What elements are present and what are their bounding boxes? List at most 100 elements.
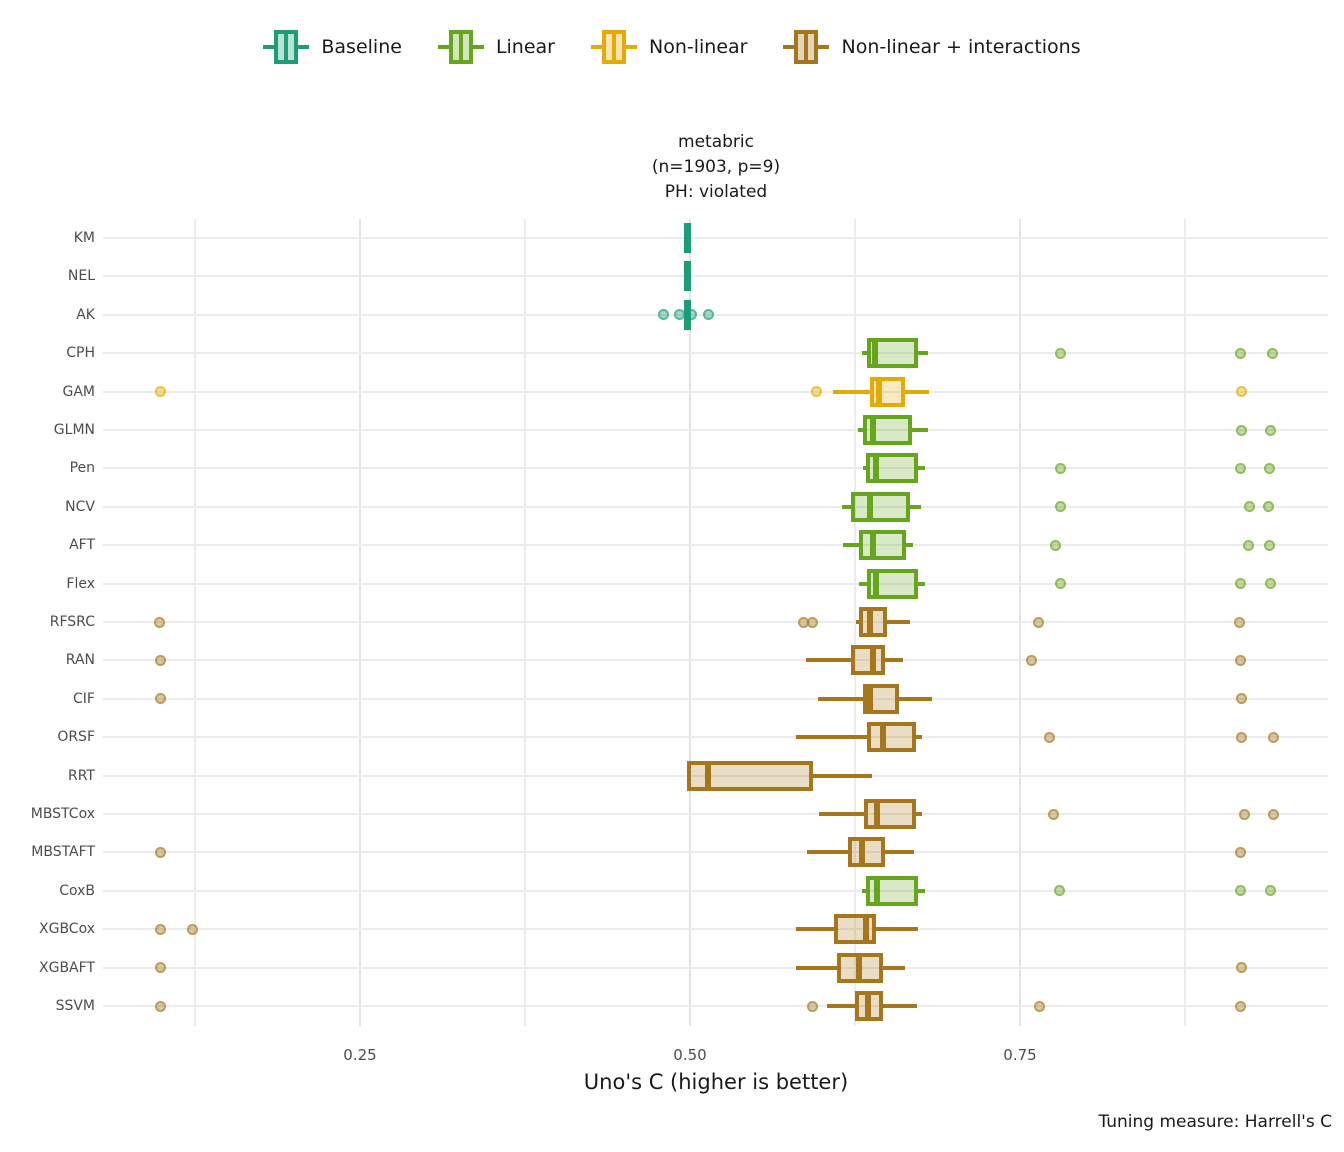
gridline-row (103, 544, 1328, 547)
outlier-point-GLMN (1265, 424, 1277, 436)
panel-title-line1: metabric (678, 132, 754, 152)
gridline-row (103, 621, 1328, 623)
legend-key-boxplot-icon (591, 30, 637, 64)
legend-key-median (458, 30, 463, 64)
gridline-row (103, 237, 1328, 239)
legend-key-whisker-right (818, 45, 830, 49)
gridline-row (103, 659, 1328, 662)
whisker-low-XGBAFT (795, 965, 837, 970)
y-axis-label-AFT: AFT (69, 537, 95, 554)
panel-title-line3: PH: violated (664, 182, 768, 202)
boxplot-median-GLMN (870, 415, 877, 445)
boxplot-median-CoxB (874, 875, 881, 906)
outlier-point-Pen (1263, 462, 1275, 474)
x-tick-0.75: 0.75 (1003, 1046, 1037, 1064)
outlier-point-Flex (1055, 578, 1067, 590)
boxplot-median-MBSTCox (874, 799, 881, 829)
whisker-high-Flex (918, 581, 925, 586)
legend-item-baseline: Baseline (263, 30, 402, 64)
legend-label: Baseline (321, 36, 402, 58)
outlier-point-CoxB (1265, 885, 1277, 897)
x-tick-0.50: 0.50 (673, 1046, 707, 1064)
outlier-point-NCV (1262, 501, 1274, 513)
whisker-high-Pen (918, 466, 925, 471)
whisker-low-XGBCox (795, 927, 834, 932)
outlier-point-Pen (1055, 462, 1067, 474)
outlier-point-MBSTCox (1238, 808, 1250, 820)
legend: Baseline Linear Non-linear Non-linear + int… (0, 30, 1344, 64)
boxplot-median-MBSTAFT (858, 837, 865, 868)
outlier-point-AK (702, 309, 714, 321)
gridline-row (103, 851, 1328, 854)
outlier-point-CPH (1055, 347, 1067, 359)
whisker-low-Pen (862, 466, 866, 471)
outlier-point-RAN (1234, 654, 1246, 666)
legend-key-whisker-left (783, 45, 795, 49)
legend-key-whisker-right (472, 45, 484, 49)
outlier-point-MBSTCox (1267, 808, 1279, 820)
y-axis-label-ORSF: ORSF (57, 729, 95, 746)
y-axis-label-NCV: NCV (65, 498, 95, 515)
x-axis-title: Uno's C (higher is better) (583, 1070, 849, 1094)
y-axis-label-CoxB: CoxB (59, 882, 95, 899)
panel-title: metabric (n=1903, p=9) PH: violated (416, 130, 1016, 205)
whisker-low-CoxB (861, 888, 866, 893)
boxplot-median-AFT (870, 530, 877, 561)
y-axis-label-RRT: RRT (68, 767, 95, 784)
outlier-point-XGBAFT (155, 962, 167, 974)
outlier-point-XGBCox (155, 923, 167, 935)
whisker-low-AFT (843, 543, 859, 548)
boxplot-box-AFT (858, 530, 907, 561)
y-axis-label-XGBCox: XGBCox (39, 921, 95, 938)
y-axis-label-Pen: Pen (69, 460, 95, 477)
baseline-median-tick-KM (683, 223, 691, 253)
whisker-low-SSVM (827, 1004, 855, 1008)
whisker-high-SSVM (882, 1004, 918, 1008)
y-axis-label-GLMN: GLMN (53, 422, 95, 438)
gridline-row (103, 467, 1328, 470)
gridline-row (103, 313, 1328, 316)
boxplot-median-ORSF (879, 722, 886, 753)
boxplot-box-MBSTAFT (848, 837, 886, 868)
gridline-row (103, 736, 1328, 739)
outlier-point-GAM (811, 386, 823, 398)
outlier-point-SSVM (1234, 1000, 1246, 1012)
boxplot-box-RFSRC (858, 607, 887, 637)
outlier-point-MBSTAFT (1234, 846, 1246, 858)
legend-key-boxplot-icon (263, 30, 310, 64)
legend-item-nonlinear_int: Non-linear + interactions (783, 30, 1081, 64)
legend-key-whisker-right (626, 45, 637, 49)
legend-key-median (612, 30, 616, 64)
whisker-high-GAM (905, 389, 929, 394)
outlier-point-ORSF (1267, 731, 1279, 743)
outlier-point-CoxB (1234, 885, 1246, 897)
whisker-high-RFSRC (886, 620, 911, 624)
boxplot-median-NCV (866, 491, 873, 522)
boxplot-median-CIF (866, 683, 873, 714)
whisker-high-NCV (910, 504, 921, 509)
legend-label: Non-linear (649, 36, 748, 58)
outlier-point-AFT (1242, 539, 1254, 551)
whisker-low-MBSTCox (819, 812, 865, 816)
y-axis-label-CPH: CPH (66, 345, 95, 362)
boxplot-median-XGBCox (862, 914, 869, 945)
legend-label: Non-linear + interactions (841, 36, 1081, 58)
gridline-row (103, 697, 1328, 700)
y-axis-label-SSVM: SSVM (55, 998, 95, 1014)
whisker-high-CIF (898, 696, 932, 701)
outlier-point-CoxB (1054, 885, 1066, 897)
whisker-high-ORSF (915, 735, 923, 740)
boxplot-median-RRT (705, 760, 712, 791)
whisker-high-XGBAFT (882, 965, 906, 970)
gridline-row (103, 390, 1328, 393)
boxplot-median-SSVM (865, 991, 872, 1021)
whisker-low-GLMN (857, 428, 863, 432)
legend-key-whisker-left (591, 45, 602, 49)
outlier-point-Pen (1234, 462, 1246, 474)
whisker-high-CPH (918, 351, 928, 356)
gridline-row (103, 505, 1328, 508)
caption: Tuning measure: Harrell's C (1098, 1112, 1332, 1132)
whisker-high-MBSTCox (915, 812, 923, 816)
boxplot-median-CPH (871, 338, 878, 369)
